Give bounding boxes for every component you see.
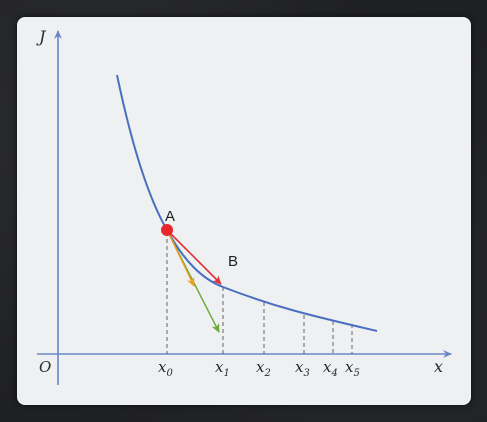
tick-label-x2: x2 (256, 358, 271, 379)
tick-label-x4: x4 (323, 358, 338, 379)
gradient-descent-diagram: J x O A B x0 x1 x2 x3 x4 x5 (36, 27, 452, 385)
tick-label-x3: x3 (295, 358, 310, 379)
point-a-label: A (165, 208, 175, 225)
diagram-panel: J x O A B x0 x1 x2 x3 x4 x5 (17, 17, 471, 405)
arrow-red (167, 230, 222, 285)
tick-label-x1: x1 (215, 358, 230, 379)
dashed-guides (166, 232, 353, 354)
tick-label-x5: x5 (345, 358, 360, 379)
y-axis-label: J (36, 27, 47, 46)
tick-label-x0: x0 (158, 358, 173, 379)
x-axis-label: x (434, 357, 443, 376)
origin-label: O (39, 358, 51, 376)
point-a-marker (161, 224, 173, 236)
arrow-orange (167, 231, 195, 287)
tick-labels: x0 x1 x2 x3 x4 x5 (158, 358, 360, 379)
point-b-label: B (228, 253, 238, 270)
cost-curve (116, 74, 378, 332)
